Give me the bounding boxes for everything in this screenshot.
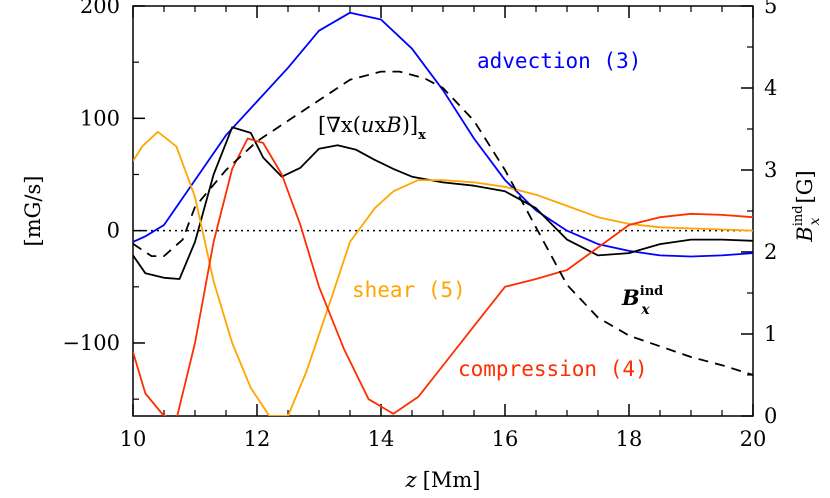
plot-frame bbox=[132, 5, 754, 417]
formula-close: )] bbox=[402, 113, 418, 137]
y2-axis-label: Bindx [G] bbox=[791, 170, 823, 242]
y2-tick-label: 2 bbox=[764, 240, 777, 264]
advection-label: advection (3) bbox=[477, 49, 641, 73]
formula-u: u bbox=[361, 113, 375, 137]
series-group bbox=[133, 11, 753, 416]
x-axis-unit: [Mm] bbox=[423, 468, 481, 492]
y2-tick-label: 0 bbox=[764, 404, 777, 428]
x-tick-label: 20 bbox=[740, 427, 767, 451]
y-axis-label: [mG/s] bbox=[21, 176, 45, 247]
formula-sub: x bbox=[418, 128, 426, 143]
series-line-advection-3 bbox=[133, 11, 753, 258]
b-ind-sup: ind bbox=[640, 284, 663, 299]
y2-axis-sub: x bbox=[807, 217, 823, 225]
series-line-x-uxb bbox=[133, 126, 753, 280]
y-tick-label: 200 bbox=[80, 0, 120, 18]
y2-axis-unit: [G] bbox=[793, 170, 817, 203]
y2-tick-label: 1 bbox=[764, 322, 777, 346]
ticks bbox=[132, 5, 754, 417]
series-line-compression-4 bbox=[133, 137, 753, 416]
b-ind-label: Bind x bbox=[621, 284, 663, 318]
y2-axis-base: B bbox=[793, 226, 817, 242]
formula-open: [ bbox=[318, 113, 326, 137]
y2-tick-label: 5 bbox=[764, 0, 777, 18]
y-tick-label: 0 bbox=[107, 219, 120, 243]
x-axis-var: z bbox=[405, 468, 418, 492]
formula-cross-2: x bbox=[374, 113, 386, 137]
formula-b: B bbox=[385, 113, 401, 137]
series-line-shear-5 bbox=[133, 130, 753, 416]
y-tick-label: 100 bbox=[80, 106, 120, 130]
b-ind-base: B bbox=[621, 285, 640, 310]
x-tick-label: 12 bbox=[244, 427, 271, 451]
x-tick-label: 10 bbox=[120, 427, 147, 451]
y2-axis-sup: ind bbox=[791, 205, 806, 226]
y-tick-label: −100 bbox=[62, 331, 120, 355]
compression-label: compression (4) bbox=[458, 357, 648, 381]
curl-formula-label: [∇x(uxB)]x bbox=[318, 113, 426, 143]
x-tick-label: 16 bbox=[492, 427, 519, 451]
x-axis-label: z [Mm] bbox=[405, 468, 481, 492]
formula-cross-1: x( bbox=[341, 113, 361, 137]
shear-label: shear (5) bbox=[352, 278, 466, 302]
y2-tick-label: 3 bbox=[764, 158, 777, 182]
formula-nabla: ∇ bbox=[326, 113, 341, 137]
b-ind-sub: x bbox=[640, 302, 650, 318]
x-tick-label: 14 bbox=[368, 427, 395, 451]
series-line-b-x-ind bbox=[133, 70, 753, 376]
y2-tick-label: 4 bbox=[764, 76, 777, 100]
x-tick-label: 18 bbox=[616, 427, 643, 451]
